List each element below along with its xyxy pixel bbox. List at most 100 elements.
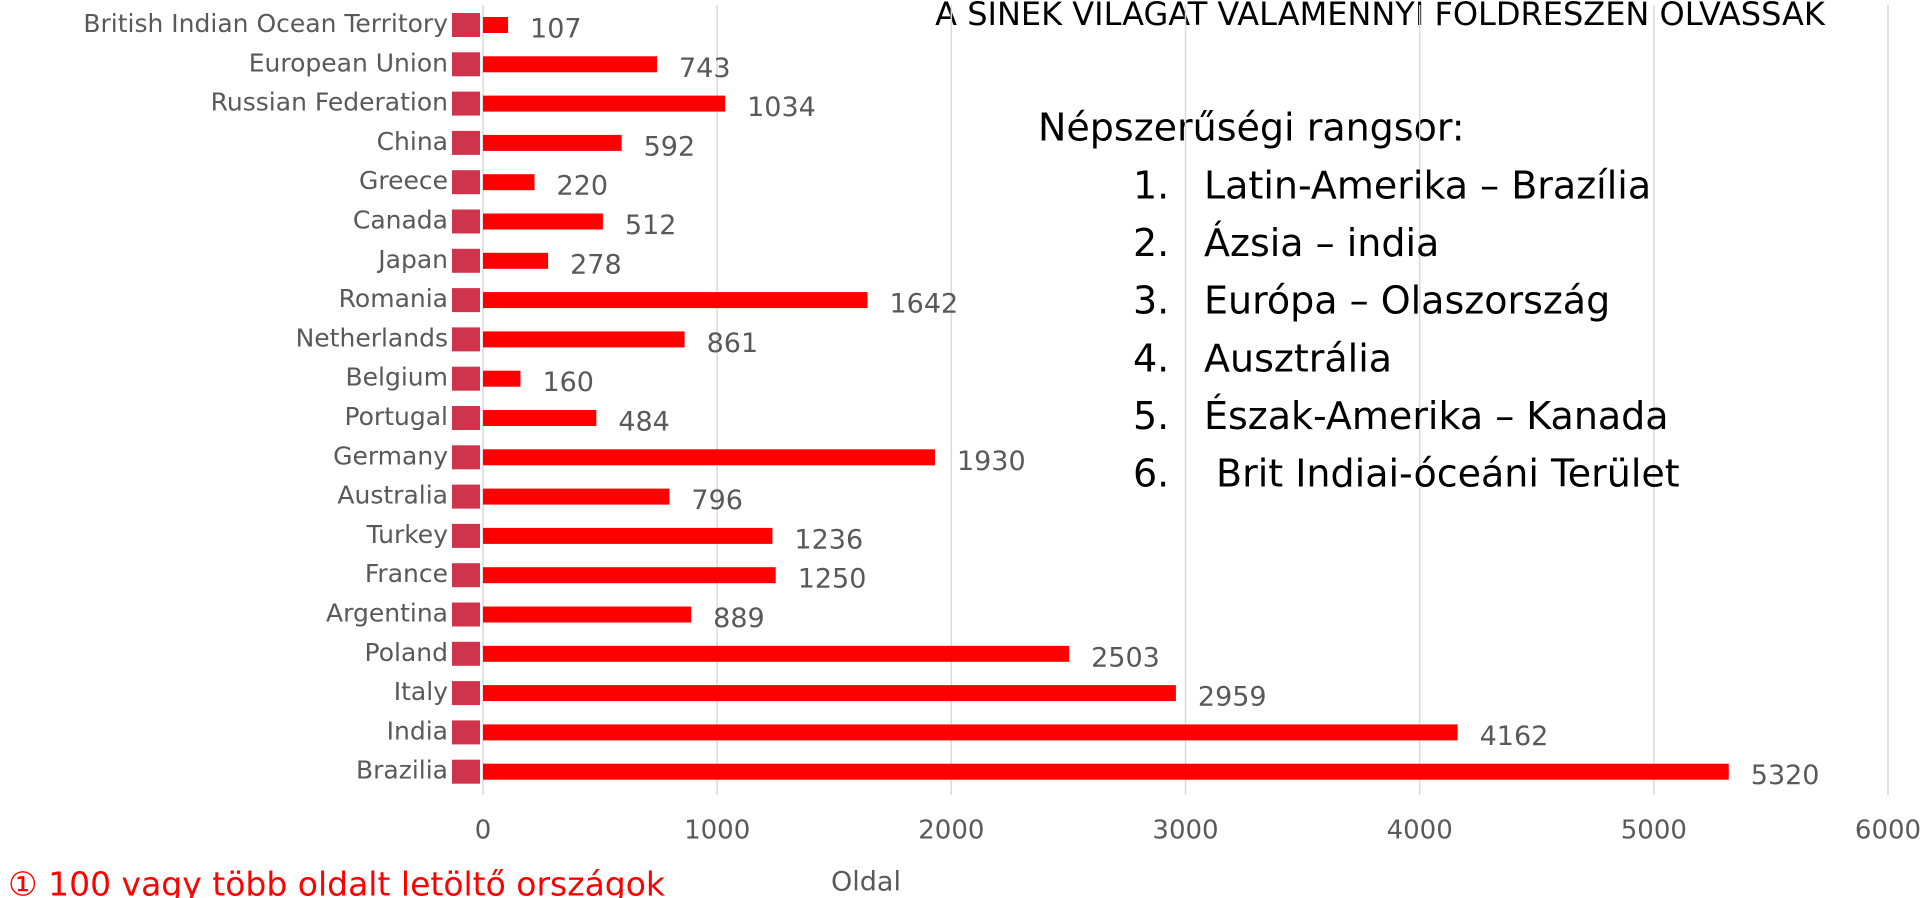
y-tick-label: Italy: [394, 677, 448, 706]
flag: [452, 445, 480, 470]
bar: [483, 56, 657, 73]
ranking-number: 1.: [1133, 164, 1169, 208]
x-tick-label: 1000: [684, 816, 750, 846]
y-tick-label: Portugal: [344, 402, 448, 431]
ranking-number: 5.: [1133, 394, 1169, 438]
flag: [452, 327, 480, 352]
bar: [483, 252, 549, 269]
y-tick-label: Brazilia: [356, 756, 448, 785]
value-label: 1642: [890, 289, 959, 320]
value-label: 278: [570, 249, 622, 280]
y-tick-label: Romania: [339, 284, 448, 313]
x-tick-label: 0: [475, 816, 492, 846]
y-tick-label: Poland: [365, 638, 448, 667]
bar: [483, 567, 776, 584]
value-label: 5320: [1751, 760, 1820, 791]
y-tick-label: Netherlands: [296, 323, 448, 352]
flag: [452, 641, 480, 666]
bar: [483, 724, 1458, 741]
bar: [483, 370, 521, 387]
ranking-text: Latin-Amerika – Brazília: [1204, 164, 1651, 208]
flag: [452, 288, 480, 313]
y-tick-label: Greece: [359, 166, 448, 195]
bar: [483, 645, 1070, 662]
bar: [483, 488, 670, 505]
chart-title: A SINEK VILÁGÁT VALAMENNYI FÖLDRÉSZEN OL…: [935, 0, 1826, 33]
flag: [452, 602, 480, 627]
ranking-text: Ázsia – india: [1204, 221, 1439, 265]
ranking-text: Európa – Olaszország: [1204, 279, 1610, 323]
y-tick-label: Argentina: [326, 599, 448, 628]
x-tick-label: 2000: [918, 816, 984, 846]
ranking-title: Népszerűségi rangsor:: [1038, 106, 1465, 150]
y-tick-label: Australia: [337, 481, 448, 510]
flag: [452, 406, 480, 430]
x-axis-label: Oldal: [831, 867, 901, 898]
flag: [452, 681, 480, 706]
flag: [452, 130, 480, 155]
y-tick-label: France: [365, 559, 448, 588]
value-label: 1250: [798, 564, 867, 595]
x-tick-label: 4000: [1387, 816, 1453, 846]
bar: [483, 95, 726, 112]
y-tick-label: Russian Federation: [211, 88, 448, 117]
flag: [452, 248, 480, 273]
value-label: 2959: [1198, 682, 1267, 713]
flag: [452, 563, 480, 588]
ranking-text: Ausztrália: [1204, 336, 1392, 380]
bar: [483, 527, 773, 544]
y-tick-label: Turkey: [366, 520, 449, 549]
value-label: 107: [530, 14, 582, 45]
y-tick-label: Germany: [333, 441, 448, 470]
x-tick-label: 5000: [1621, 816, 1687, 846]
flag: [452, 52, 480, 77]
flag: [452, 523, 480, 548]
y-tick-label: China: [377, 127, 448, 156]
bar: [483, 292, 868, 309]
flag: [452, 91, 480, 116]
bar: [483, 331, 685, 348]
value-label: 160: [542, 367, 594, 398]
flag: [452, 484, 480, 509]
x-tick-label: 6000: [1855, 816, 1921, 846]
flag: [452, 720, 480, 745]
bar: [483, 134, 622, 151]
y-tick-label: Canada: [353, 206, 448, 235]
y-tick-label: European Union: [249, 48, 448, 77]
value-label: 1034: [747, 92, 816, 123]
value-label: 861: [707, 328, 759, 359]
y-tick-label: India: [387, 716, 448, 745]
value-label: 512: [625, 210, 677, 241]
value-label: 484: [618, 407, 670, 438]
value-label: 1236: [794, 524, 863, 555]
flag: [452, 170, 480, 195]
ranking-number: 2.: [1133, 221, 1169, 265]
y-tick-label: Belgium: [346, 363, 449, 392]
value-label: 796: [691, 485, 743, 516]
y-tick-label: British Indian Ocean Territory: [83, 9, 448, 38]
bar: [483, 213, 603, 230]
ranking-text: Brit Indiai-óceáni Terület: [1216, 452, 1680, 496]
value-label: 1930: [957, 446, 1026, 477]
ranking-number: 6.: [1133, 452, 1169, 496]
value-label: 220: [557, 171, 609, 202]
flag: [452, 759, 480, 784]
flag: [452, 209, 480, 234]
x-tick-label: 3000: [1152, 816, 1218, 846]
value-label: 4162: [1480, 721, 1549, 752]
flag: [452, 13, 480, 37]
bar: [483, 17, 509, 33]
flag: [452, 366, 480, 391]
value-label: 592: [644, 131, 696, 162]
value-label: 889: [713, 603, 765, 634]
y-tick-label: Japan: [376, 245, 448, 274]
bar: [483, 410, 597, 426]
bar: [483, 763, 1729, 780]
ranking-text: Észak-Amerika – Kanada: [1204, 394, 1669, 438]
value-label: 743: [679, 53, 731, 84]
bar: [483, 449, 935, 466]
bar: [483, 685, 1176, 702]
footnote: ① 100 vagy több oldalt letöltő országok: [8, 865, 666, 898]
ranking-number: 3.: [1133, 279, 1169, 323]
